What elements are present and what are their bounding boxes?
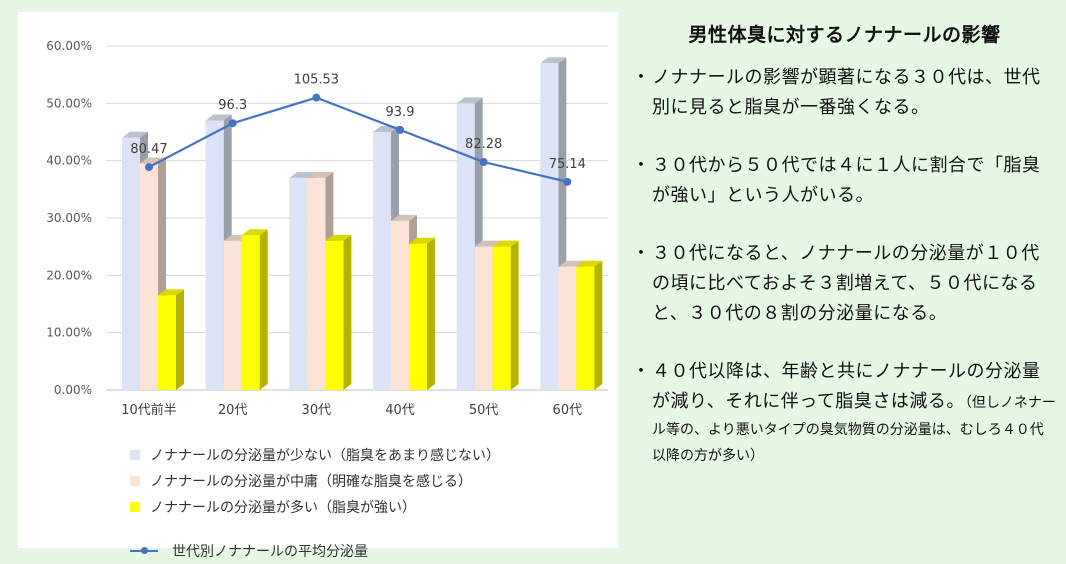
line-data-label: 105.53 [294, 73, 340, 88]
bar [391, 220, 409, 390]
line-point [563, 177, 572, 186]
bar [409, 243, 427, 390]
bar [122, 137, 140, 390]
line-data-label: 75.14 [549, 157, 586, 172]
bar [540, 63, 559, 390]
bar-side [259, 229, 268, 390]
panel-title: 男性体臭に対するノナナールの影響 [688, 24, 1001, 46]
bullet-mark: ・ [632, 243, 650, 264]
legend-item-mid: ノナナールの分泌量が中庸（明確な脂臭を感じる） [130, 468, 610, 494]
bar-top [205, 114, 232, 121]
bar-top [391, 214, 417, 221]
line-data-label: 96.3 [218, 98, 247, 113]
bar-side [594, 260, 603, 390]
x-tick-label: 60代 [553, 403, 583, 418]
line-point [479, 158, 488, 167]
line-data-label: 80.47 [130, 142, 167, 157]
bar [456, 103, 475, 390]
bar [492, 246, 511, 390]
bar-top [325, 234, 352, 241]
bar [205, 120, 224, 391]
legend-swatch-high [130, 502, 140, 512]
bar [325, 240, 344, 390]
legend-item-low: ノナナールの分泌量が少ない（脂臭をあまり感じない） [130, 442, 610, 468]
bar-top [122, 131, 148, 138]
y-tick-label: 0.00% [54, 383, 92, 397]
legend-line-marker [130, 546, 158, 556]
bar [140, 163, 158, 390]
bar [373, 132, 391, 390]
bar-top [540, 57, 567, 64]
bar-top [474, 240, 501, 247]
explanation-panel: 男性体臭に対するノナナールの影響 ・ ノナナールの影響が顕著になる３０代は、世代… [632, 14, 1057, 548]
line-series [148, 96, 568, 183]
legend-label-low: ノナナールの分泌量が少ない（脂臭をあまり感じない） [150, 448, 500, 464]
y-tick-label: 20.00% [46, 268, 92, 282]
bullet-mark: ・ [632, 155, 650, 176]
legend-item-high: ノナナールの分泌量が多い（脂臭が強い） [130, 494, 610, 520]
x-tick-label: 30代 [302, 403, 332, 418]
bullet-mark: ・ [632, 361, 650, 382]
chart-legend: ノナナールの分泌量が少ない（脂臭をあまり感じない） ノナナールの分泌量が中庸（明… [130, 442, 610, 564]
bar-side [510, 240, 519, 390]
legend-swatch-mid [130, 476, 140, 486]
chart-panel: 0.00% 10.00% 20.00% 30.00% 40.00% 50.00% 60.00… [18, 12, 618, 560]
bar [307, 177, 326, 390]
bar-top [558, 260, 585, 267]
y-tick-label: 30.00% [46, 211, 92, 225]
bullet-mark: ・ [632, 67, 650, 88]
bullet-item: ・ ノナナールの影響が顕著になる３０代は、世代別に見ると脂臭が一番強くなる。 [632, 63, 1057, 123]
bar [158, 295, 176, 390]
y-tick-label: 10.00% [46, 326, 92, 340]
y-tick-label: 50.00% [46, 96, 92, 110]
x-tick-label: 20代 [218, 403, 248, 418]
line-point [228, 119, 237, 128]
bar-top [289, 171, 316, 178]
line-data-label: 93.9 [386, 105, 415, 120]
bar-side [343, 234, 352, 390]
bullet-item: ・ ３０代から５０代では４に１人に割合で「脂臭が強い」という人がいる。 [632, 151, 1057, 211]
bar-top [241, 229, 268, 236]
legend-label-mid: ノナナールの分泌量が中庸（明確な脂臭を感じる） [150, 474, 472, 490]
bar [241, 235, 260, 390]
bullet-text: ノナナールの影響が顕著になる３０代は、世代別に見ると脂臭が一番強くなる。 [652, 67, 1041, 118]
bar-side [427, 237, 435, 390]
bar-line-chart: 0.00% 10.00% 20.00% 30.00% 40.00% 50.00% 60.00… [46, 39, 608, 418]
legend-swatch-low [130, 450, 140, 460]
line-data-label: 82.28 [465, 137, 502, 152]
x-tick-label: 40代 [385, 403, 415, 418]
bar-top [456, 97, 483, 104]
bar-top [307, 171, 334, 178]
x-tick-label: 50代 [469, 403, 499, 418]
legend-item-line: 世代別ノナナールの平均分泌量 [130, 538, 610, 564]
legend-label-high: ノナナールの分泌量が多い（脂臭が強い） [150, 500, 416, 516]
bar-side [176, 289, 184, 390]
line-point [145, 163, 153, 172]
y-tick-label: 60.00% [46, 39, 92, 53]
y-tick-label: 40.00% [46, 154, 92, 168]
bar [558, 266, 577, 390]
bullet-text: ３０代から５０代では４に１人に割合で「脂臭が強い」という人がいる。 [652, 155, 1041, 206]
bar [289, 177, 308, 390]
bar [576, 266, 595, 390]
bar [474, 246, 493, 390]
bullet-item: ・ ４０代以降は、年齢と共にノナナールの分泌量が減り、それに伴って脂臭さは減る。… [632, 357, 1057, 469]
bar [223, 240, 242, 390]
bullet-text: ３０代になると、ノナナールの分泌量が１０代の頃に比べておよそ３割増えて、５０代に… [652, 243, 1040, 324]
bullet-note: （但しノネナール等の、より悪いタイプの臭気物質の分泌量は、むしろ４０代以降の方が… [652, 395, 1056, 464]
legend-label-line: 世代別ノナナールの平均分泌量 [172, 544, 368, 560]
bar-top [492, 240, 519, 247]
bar-top [409, 237, 435, 244]
bar-top [576, 260, 603, 267]
bullet-text: ４０代以降は、年齢と共にノナナールの分泌量が減り、それに伴って脂臭さは減る。 [652, 361, 1041, 412]
bullet-item: ・ ３０代になると、ノナナールの分泌量が１０代の頃に比べておよそ３割増えて、５０… [632, 239, 1057, 329]
line-point [312, 93, 321, 102]
bar-top [158, 289, 184, 296]
line-point [396, 125, 404, 134]
x-tick-label: 10代前半 [121, 402, 177, 418]
